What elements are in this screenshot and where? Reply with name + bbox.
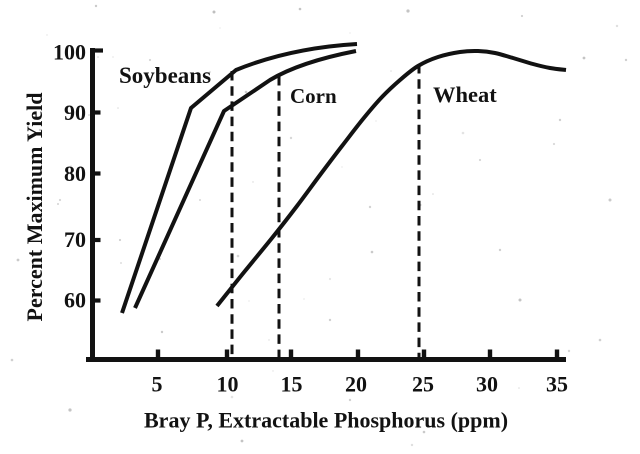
svg-text:Percent Maximum Yield: Percent Maximum Yield <box>22 93 47 322</box>
svg-text:Corn: Corn <box>290 84 337 108</box>
svg-text:20: 20 <box>345 372 367 397</box>
svg-text:5: 5 <box>152 372 163 397</box>
svg-text:30: 30 <box>476 372 498 397</box>
svg-text:70: 70 <box>64 227 86 252</box>
svg-text:35: 35 <box>546 372 568 397</box>
svg-text:10: 10 <box>217 372 239 397</box>
svg-text:80: 80 <box>64 161 86 186</box>
svg-text:90: 90 <box>64 100 86 125</box>
svg-text:60: 60 <box>64 288 86 313</box>
svg-text:15: 15 <box>281 372 303 397</box>
svg-text:25: 25 <box>412 372 434 397</box>
svg-text:100: 100 <box>53 40 86 65</box>
svg-text:Wheat: Wheat <box>433 82 497 107</box>
svg-text:Soybeans: Soybeans <box>119 63 211 88</box>
svg-text:Bray P, Extractable Phosphorus: Bray P, Extractable Phosphorus (ppm) <box>144 408 508 433</box>
